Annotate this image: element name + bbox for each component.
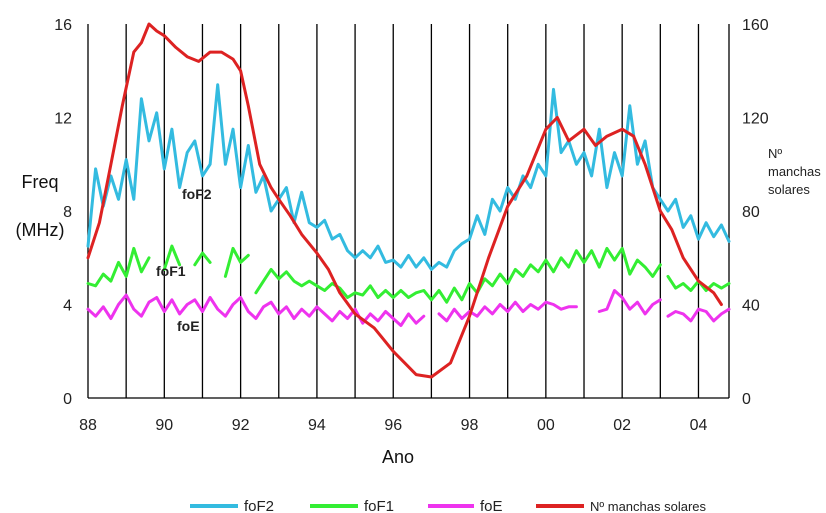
x-tick-label: 90 (155, 417, 173, 434)
y2-axis-label-line3: solares (768, 182, 810, 197)
x-tick-label: 92 (232, 417, 250, 434)
legend-label-foE: foE (480, 498, 503, 513)
y-axis-label-freq: Freq (21, 172, 58, 192)
legend-label-foF2: foF2 (244, 498, 274, 513)
series-label-foF2: foF2 (182, 186, 212, 202)
x-tick-label: 96 (384, 417, 402, 434)
x-tick-label: 88 (79, 417, 97, 434)
y-tick-label: 0 (63, 391, 72, 408)
y2-tick-label: 160 (742, 17, 769, 34)
y2-tick-label: 120 (742, 111, 769, 128)
series-line-sunspots (86, 22, 723, 379)
series-line-foF1 (86, 244, 731, 304)
y-axis-label-unit: (MHz) (16, 220, 65, 240)
y-axis-ticks: 0 4 8 12 16 (54, 17, 72, 408)
y2-axis-label-line1: Nº (768, 146, 782, 161)
x-tick-label: 02 (613, 417, 631, 434)
y-tick-label: 16 (54, 17, 72, 34)
series-line-foE (86, 289, 731, 327)
y2-axis-ticks: 0 40 80 120 160 (742, 17, 769, 408)
x-axis-label: Ano (382, 447, 414, 467)
y2-tick-label: 40 (742, 298, 760, 315)
legend-label-sunspots: Nº manchas solares (590, 499, 707, 513)
vertical-gridlines (87, 24, 730, 399)
y2-tick-label: 80 (742, 204, 760, 221)
x-tick-label: 98 (461, 417, 479, 434)
y-tick-label: 8 (63, 204, 72, 221)
series-label-foE: foE (177, 318, 200, 334)
y2-tick-label: 0 (742, 391, 751, 408)
x-axis-ticks: 88 90 92 94 96 98 00 02 04 (79, 417, 707, 434)
series-label-foF1: foF1 (156, 263, 186, 279)
x-tick-label: 04 (690, 417, 708, 434)
y-tick-label: 12 (54, 111, 72, 128)
y2-axis-label-line2: manchas (768, 164, 821, 179)
y-tick-label: 4 (63, 298, 72, 315)
x-tick-label: 94 (308, 417, 326, 434)
legend-label-foF1: foF1 (364, 498, 394, 513)
legend: foF2 foF1 foE Nº manchas solares (190, 498, 707, 513)
data-series (86, 22, 731, 379)
x-tick-label: 00 (537, 417, 555, 434)
series-line-foF2 (86, 83, 731, 271)
